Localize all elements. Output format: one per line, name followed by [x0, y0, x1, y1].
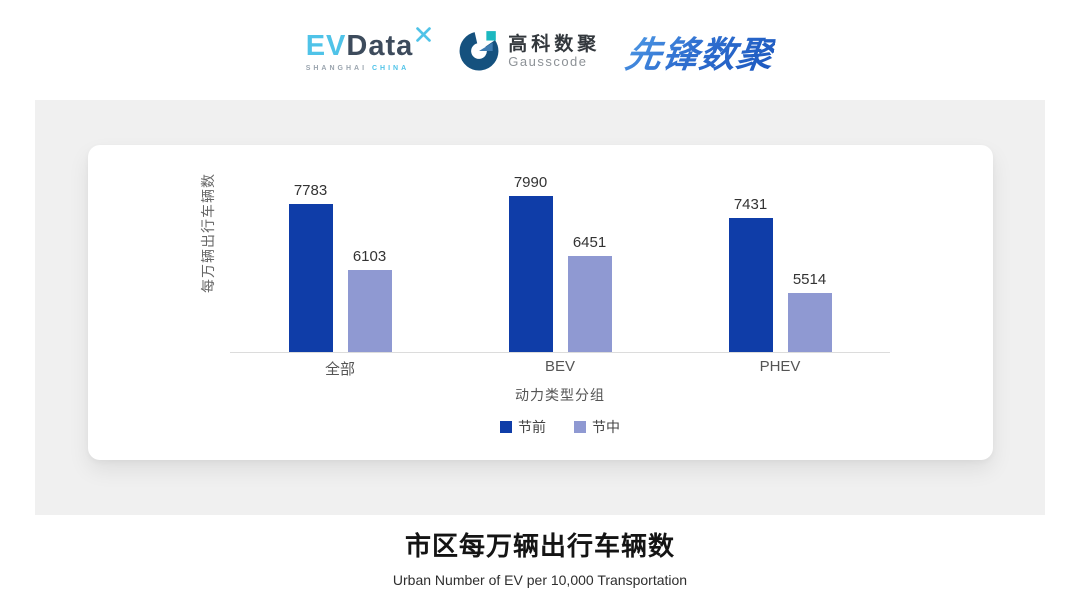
y-axis-label: 每万辆出行车辆数	[200, 173, 216, 293]
legend-label: 节中	[592, 419, 620, 435]
legend-swatch	[500, 421, 512, 433]
bar[interactable]	[288, 203, 333, 352]
bar-wrap: 7990	[508, 173, 553, 352]
category-label: 全部	[324, 361, 355, 378]
chart-title: 市区每万辆出行车辆数	[404, 531, 675, 561]
bar[interactable]	[567, 255, 612, 352]
chart-subtitle: Urban Number of EV per 10,000 Transporta…	[392, 572, 688, 588]
bar[interactable]	[787, 292, 832, 352]
category-label: BEV	[544, 358, 575, 375]
bar-value-label: 6451	[572, 233, 607, 251]
bar-group: 7783 6103	[230, 153, 450, 352]
x-axis-label: 动力类型分组	[515, 387, 605, 403]
evdata-logo-data-text: Data	[346, 30, 414, 62]
xianfeng-shuju-logo: 先锋数聚	[623, 26, 778, 78]
legend-item[interactable]: 节前	[500, 417, 546, 437]
evdata-logo: EV Data SHANGHAI CHINA	[305, 27, 433, 72]
chart-panel: 每万辆出行车辆数 7783 6103 7990 6451 7431 5514 全部 BEV P…	[35, 100, 1045, 515]
gausscode-logo: 高科数聚 Gausscode	[458, 29, 600, 76]
evdata-china-text: CHINA	[372, 65, 410, 72]
evdata-logo-ev-text: EV	[305, 30, 347, 62]
bar[interactable]	[508, 195, 553, 352]
gausscode-en-text: Gausscode	[508, 54, 588, 70]
bar-wrap: 6103	[347, 247, 392, 352]
category-row: 全部 BEV PHEV	[230, 358, 890, 379]
bar-value-label: 6103	[352, 247, 387, 265]
legend: 节前 节中	[230, 417, 890, 437]
gausscode-g-icon	[458, 29, 500, 76]
bar-value-label: 7990	[513, 173, 548, 191]
legend-label: 节前	[518, 419, 546, 435]
bar[interactable]	[347, 269, 392, 352]
logo-header: EV Data SHANGHAI CHINA 高科数聚 Gausscode 先锋数…	[0, 14, 1080, 90]
gausscode-cn-text: 高科数聚	[508, 33, 601, 55]
evdata-shanghai-text: SHANGHAI	[305, 65, 368, 72]
bar-value-label: 5514	[792, 270, 827, 288]
bar[interactable]	[728, 217, 773, 352]
bar-value-label: 7431	[733, 195, 768, 213]
bar-group: 7431 5514	[670, 153, 890, 352]
legend-item[interactable]: 节中	[574, 417, 620, 437]
bar-wrap: 7431	[728, 195, 773, 352]
bar-wrap: 6451	[567, 233, 612, 352]
chart-card: 每万辆出行车辆数 7783 6103 7990 6451 7431 5514 全部 BEV P…	[88, 145, 993, 460]
category-label: PHEV	[759, 358, 801, 375]
legend-swatch	[574, 421, 586, 433]
title-block: 市区每万辆出行车辆数 Urban Number of EV per 10,000…	[0, 526, 1080, 588]
bar-wrap: 7783	[288, 181, 333, 352]
sparkle-x-icon	[415, 26, 432, 47]
plot-area: 7783 6103 7990 6451 7431 5514	[230, 153, 890, 353]
bar-wrap: 5514	[787, 270, 832, 352]
bar-group: 7990 6451	[450, 153, 670, 352]
evdata-logo-subtext: SHANGHAI CHINA	[306, 65, 409, 72]
bar-value-label: 7783	[293, 181, 328, 199]
